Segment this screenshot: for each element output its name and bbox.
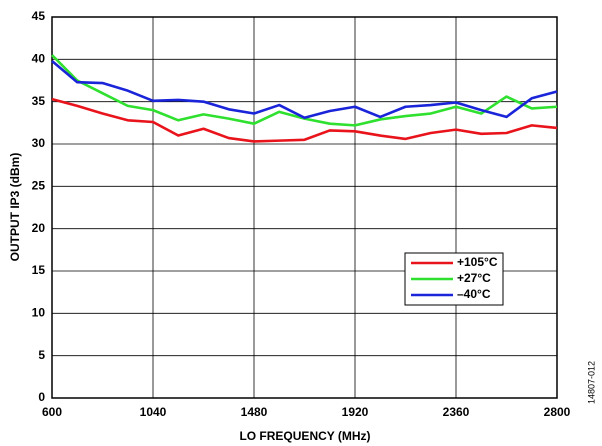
data-line (51, 60, 558, 120)
legend-label: +27°C (457, 271, 491, 285)
x-tick-label: 2800 (544, 405, 571, 419)
y-tick-label: 45 (32, 9, 46, 23)
x-tick-label: 1480 (241, 405, 268, 419)
x-tick-label: 1920 (342, 405, 369, 419)
y-tick-label: 30 (32, 136, 46, 150)
legend-box (404, 252, 504, 306)
y-tick-label: 40 (32, 52, 46, 66)
legend-label: +105°C (457, 255, 498, 269)
y-tick-label: 5 (38, 348, 45, 362)
x-tick-label: 2360 (443, 405, 470, 419)
x-tick-label: 600 (42, 405, 62, 419)
y-tick-label: 10 (32, 306, 46, 320)
figure-id: 14807-012 (586, 361, 596, 404)
x-tick-label: 1040 (140, 405, 167, 419)
y-tick-label: 15 (32, 263, 46, 277)
plot-frame (51, 16, 558, 399)
y-tick-label: 25 (32, 179, 46, 193)
y-tick-label: 20 (32, 221, 46, 235)
legend-label: –40°C (457, 287, 491, 301)
y-tick-label: 0 (38, 390, 45, 404)
x-axis-label: LO FREQUENCY (MHz) (239, 429, 370, 443)
data-line (51, 97, 558, 143)
y-tick-label: 35 (32, 94, 46, 108)
y-axis-label: OUTPUT IP3 (dBm) (8, 153, 22, 262)
